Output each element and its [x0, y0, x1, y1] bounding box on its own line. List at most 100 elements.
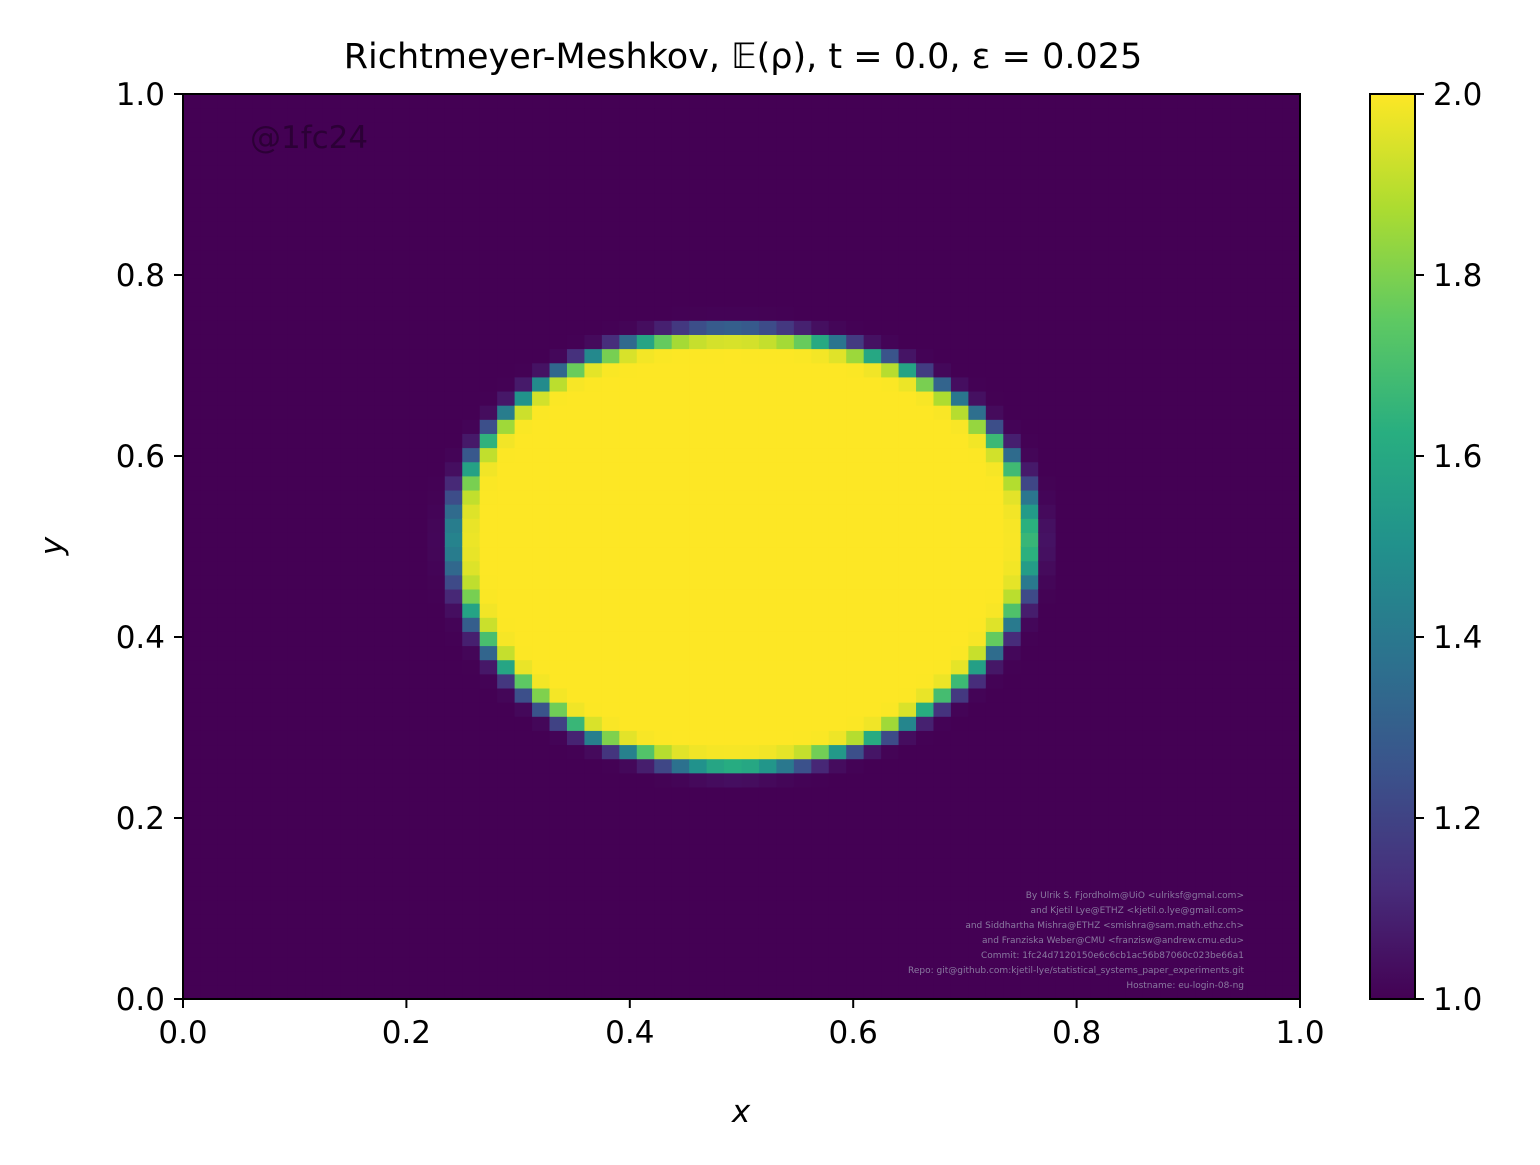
- heatmap-cell: [270, 928, 289, 944]
- heatmap-cell: [1212, 871, 1231, 887]
- heatmap-cell: [1177, 885, 1196, 901]
- heatmap-cell: [374, 94, 394, 109]
- heatmap-cell: [322, 447, 341, 463]
- heatmap-cell: [793, 631, 812, 647]
- heatmap-cell: [1265, 164, 1284, 180]
- heatmap-cell: [654, 306, 673, 321]
- heatmap-cell: [479, 419, 498, 434]
- heatmap-cell: [374, 970, 394, 986]
- heatmap-cell: [741, 532, 760, 548]
- heatmap-cell: [671, 405, 690, 420]
- heatmap-cell: [1282, 914, 1301, 929]
- heatmap-cell: [549, 461, 568, 477]
- heatmap-cell: [357, 942, 376, 958]
- heatmap-cell: [1265, 772, 1284, 788]
- heatmap-cell: [758, 221, 777, 237]
- heatmap-cell: [305, 532, 324, 548]
- heatmap-cell: [479, 702, 498, 717]
- heatmap-cell: [1177, 815, 1196, 830]
- heatmap-cell: [1055, 772, 1074, 788]
- heatmap-cell: [741, 249, 760, 265]
- heatmap-cell: [933, 532, 952, 548]
- heatmap-cell: [322, 405, 341, 420]
- heatmap-cell: [654, 786, 673, 802]
- heatmap-cell: [549, 829, 568, 845]
- heatmap-cell: [1212, 744, 1231, 760]
- heatmap-cell: [514, 518, 533, 533]
- heatmap-cell: [1073, 192, 1092, 208]
- heatmap-cell: [1125, 334, 1144, 350]
- heatmap-cell: [444, 178, 463, 194]
- heatmap-cell: [1195, 249, 1214, 265]
- heatmap-cell: [985, 645, 1004, 661]
- heatmap-cell: [357, 150, 376, 166]
- heatmap-cell: [1160, 843, 1179, 859]
- heatmap-cell: [549, 178, 568, 194]
- heatmap-cell: [270, 984, 289, 1000]
- heatmap-cell: [846, 221, 865, 237]
- heatmap-cell: [497, 164, 516, 180]
- heatmap-cell: [1055, 221, 1074, 237]
- heatmap-cell: [863, 207, 882, 222]
- heatmap-cell: [340, 645, 359, 661]
- heatmap-cell: [758, 348, 777, 364]
- heatmap-cell: [898, 687, 917, 703]
- heatmap-cell: [1160, 108, 1179, 123]
- heatmap-cell: [200, 659, 219, 675]
- heatmap-cell: [183, 928, 202, 944]
- heatmap-cell: [340, 914, 359, 929]
- heatmap-cell: [968, 461, 987, 477]
- heatmap-cell: [1212, 716, 1231, 731]
- heatmap-cell: [881, 702, 900, 717]
- heatmap-cell: [444, 786, 463, 802]
- heatmap-cell: [479, 956, 498, 972]
- heatmap-cell: [811, 489, 830, 505]
- heatmap-cell: [1142, 532, 1161, 548]
- heatmap-cell: [183, 518, 202, 533]
- heatmap-cell: [881, 984, 900, 1000]
- heatmap-cell: [1282, 362, 1301, 378]
- heatmap-cell: [497, 419, 516, 434]
- heatmap-cell: [514, 603, 533, 618]
- heatmap-cell: [933, 758, 952, 774]
- heatmap-cell: [1265, 574, 1284, 590]
- heatmap-cell: [1125, 94, 1144, 109]
- heatmap-cell: [287, 772, 306, 788]
- heatmap-cell: [479, 716, 498, 731]
- heatmap-cell: [462, 419, 481, 434]
- heatmap-cell: [985, 843, 1004, 859]
- y-tick-label: 0.6: [116, 439, 165, 475]
- heatmap-cell: [916, 956, 935, 972]
- heatmap-cell: [305, 673, 324, 689]
- heatmap-cell: [1090, 249, 1109, 265]
- heatmap-cell: [584, 504, 603, 519]
- heatmap-cell: [549, 489, 568, 505]
- heatmap-cell: [968, 235, 987, 251]
- heatmap-cell: [689, 786, 708, 802]
- heatmap-cell: [270, 645, 289, 661]
- heatmap-cell: [689, 574, 708, 590]
- heatmap-cell: [1038, 334, 1057, 350]
- heatmap-cell: [252, 588, 271, 604]
- heatmap-cell: [1073, 772, 1092, 788]
- heatmap-cell: [462, 320, 481, 335]
- heatmap-cell: [200, 164, 219, 180]
- heatmap-cell: [741, 94, 760, 109]
- heatmap-cell: [758, 928, 777, 944]
- heatmap-cell: [881, 362, 900, 378]
- heatmap-cell: [828, 801, 847, 816]
- heatmap-cell: [950, 94, 969, 109]
- heatmap-cell: [846, 306, 865, 321]
- heatmap-cell: [252, 687, 271, 703]
- heatmap-cell: [985, 801, 1004, 816]
- heatmap-cell: [374, 475, 394, 491]
- heatmap-cell: [1073, 984, 1092, 1000]
- heatmap-cell: [584, 136, 603, 152]
- heatmap-cell: [374, 900, 394, 915]
- heatmap-cell: [1282, 603, 1301, 618]
- heatmap-cell: [671, 221, 690, 237]
- heatmap-cell: [409, 362, 428, 378]
- heatmap-cell: [1142, 348, 1161, 364]
- heatmap-cell: [916, 291, 935, 307]
- heatmap-cell: [706, 489, 725, 505]
